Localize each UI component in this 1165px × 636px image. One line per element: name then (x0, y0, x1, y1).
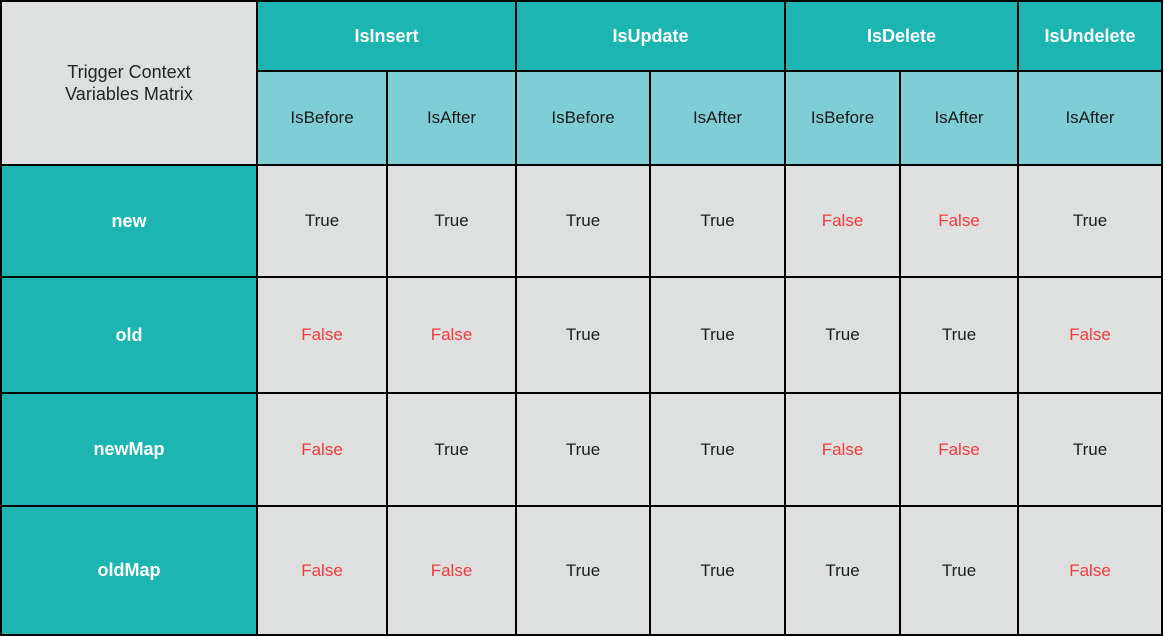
matrix-cell: True (256, 164, 388, 278)
row-header-newmap: newMap (0, 392, 258, 507)
matrix-cell: True (649, 276, 786, 394)
subcol-isdelete-isafter: IsAfter (898, 70, 1020, 166)
col-group-isdelete: IsDelete (783, 0, 1020, 72)
matrix-cell: False (256, 505, 388, 636)
subcol-isinsert-isafter: IsAfter (386, 70, 517, 166)
subcol-isupdate-isbefore: IsBefore (515, 70, 651, 166)
matrix-title-cell: Trigger Context Variables Matrix (0, 0, 258, 166)
matrix-cell: True (386, 392, 517, 507)
matrix-cell: False (386, 505, 517, 636)
matrix-cell: True (1017, 164, 1164, 278)
matrix-cell: True (898, 505, 1020, 636)
table-row-oldmap: oldMap False False True True True True F… (0, 505, 1164, 636)
matrix-cell: True (1017, 392, 1164, 507)
column-group-header-row: Trigger Context Variables Matrix IsInser… (0, 0, 1164, 166)
matrix-title-line2: Variables Matrix (65, 84, 193, 104)
matrix-cell: True (386, 164, 517, 278)
matrix-cell: False (386, 276, 517, 394)
matrix-cell: False (898, 164, 1020, 278)
matrix-cell: False (784, 164, 901, 278)
row-header-new: new (0, 164, 258, 278)
matrix-cell: True (515, 505, 651, 636)
matrix-cell: True (649, 392, 786, 507)
matrix-cell: False (256, 392, 388, 507)
matrix-cell: True (784, 276, 901, 394)
matrix-cell: True (515, 276, 651, 394)
row-header-oldmap: oldMap (0, 505, 258, 636)
subcol-isdelete-isbefore: IsBefore (784, 70, 901, 166)
matrix-cell: True (649, 164, 786, 278)
subcol-isundelete-isafter: IsAfter (1017, 70, 1164, 166)
subcol-isupdate-isafter: IsAfter (649, 70, 786, 166)
col-group-isupdate: IsUpdate (515, 0, 786, 72)
matrix-cell: False (1017, 505, 1164, 636)
table-row-old: old False False True True True True Fals… (0, 276, 1164, 394)
table-row-newmap: newMap False True True True False False … (0, 392, 1164, 507)
matrix-cell: True (649, 505, 786, 636)
table-row-new: new True True True True False False True (0, 164, 1164, 278)
matrix-cell: True (898, 276, 1020, 394)
matrix-cell: False (256, 276, 388, 394)
matrix-cell: False (784, 392, 901, 507)
matrix-cell: True (515, 164, 651, 278)
matrix-cell: False (1017, 276, 1164, 394)
matrix-cell: False (898, 392, 1020, 507)
subcol-isinsert-isbefore: IsBefore (256, 70, 388, 166)
row-header-old: old (0, 276, 258, 394)
col-group-isundelete: IsUndelete (1017, 0, 1164, 72)
matrix-cell: True (784, 505, 901, 636)
matrix-cell: True (515, 392, 651, 507)
matrix-title-line1: Trigger Context (67, 61, 191, 82)
subcolumn-header-row: IsBefore IsAfter IsBefore IsAfter IsBefo… (1, 70, 1164, 166)
col-group-isinsert: IsInsert (256, 0, 517, 72)
